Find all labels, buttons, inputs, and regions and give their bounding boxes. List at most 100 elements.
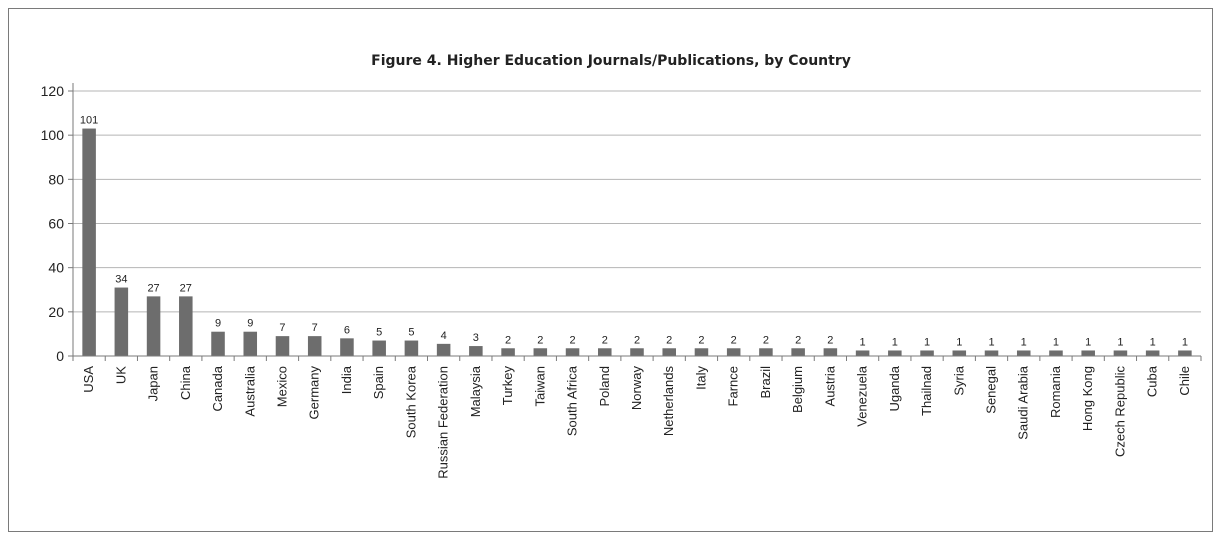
grid-layer <box>73 90 1201 313</box>
bar-chart: Figure 4. Higher Education Journals/Publ… <box>41 53 1202 479</box>
bar <box>114 287 129 356</box>
y-tick-label: 40 <box>48 260 64 276</box>
x-category-label: Austria <box>822 365 837 406</box>
x-category-label: Japan <box>146 366 161 401</box>
x-category-label: Norway <box>629 366 644 411</box>
bar <box>1081 350 1095 356</box>
x-category-label: Netherlands <box>661 366 676 437</box>
bar <box>146 296 161 356</box>
bar-value-label: 2 <box>763 334 769 346</box>
bar-value-label: 34 <box>115 274 127 286</box>
x-category-label: China <box>178 365 193 400</box>
bar-value-label: 6 <box>344 324 350 336</box>
label-layer: 101USA34UK27Japan27China9Canada9Australi… <box>80 115 1192 479</box>
bar-value-label: 9 <box>215 318 221 330</box>
bar-value-label: 5 <box>408 327 414 339</box>
bar-value-label: 7 <box>312 322 318 334</box>
x-category-label: Czech Republic <box>1112 366 1127 458</box>
bar <box>1016 350 1031 356</box>
x-category-label: Malaysia <box>468 365 483 417</box>
bar <box>662 348 676 356</box>
axis-layer: 0 20 40 60 80 100 120 <box>41 83 1202 364</box>
x-category-label: Cuba <box>1145 365 1160 397</box>
bar-layer <box>82 128 1192 356</box>
bar-value-label: 1 <box>1053 336 1059 348</box>
bar <box>501 348 515 356</box>
x-category-label: Taiwan <box>532 366 547 406</box>
x-category-label: USA <box>81 366 96 393</box>
bar <box>759 348 773 356</box>
y-tick-label: 100 <box>41 127 65 143</box>
bar-value-label: 9 <box>247 318 253 330</box>
x-category-label: Syria <box>951 365 966 395</box>
bar-value-label: 2 <box>666 334 672 346</box>
bar-value-label: 2 <box>569 334 575 346</box>
x-category-label: Uganda <box>887 365 902 411</box>
x-category-label: Romania <box>1048 365 1063 418</box>
y-tick-label: 80 <box>48 171 64 187</box>
x-category-label: Mexico <box>274 366 289 407</box>
bar-value-label: 1 <box>924 336 930 348</box>
bar <box>404 340 419 356</box>
bar <box>726 348 741 356</box>
bar-value-label: 1 <box>860 336 866 348</box>
bar-value-label: 27 <box>147 282 159 294</box>
bar <box>211 331 225 356</box>
bar-value-label: 1 <box>1150 336 1156 348</box>
y-tick-label: 60 <box>48 216 64 232</box>
chart-title: Figure 4. Higher Education Journals/Publ… <box>371 53 851 69</box>
bar-value-label: 1 <box>1117 336 1123 348</box>
bar <box>855 350 870 356</box>
bar <box>340 338 354 356</box>
bar <box>694 348 709 356</box>
bar <box>533 348 548 356</box>
bar-value-label: 2 <box>602 334 608 346</box>
bar-value-label: 7 <box>279 322 285 334</box>
bar <box>1049 350 1063 356</box>
x-category-label: South Africa <box>565 365 580 436</box>
x-category-label: South Korea <box>403 365 418 438</box>
x-category-label: Turkey <box>500 366 515 406</box>
x-category-label: Poland <box>597 366 612 406</box>
bar-value-label: 2 <box>827 334 833 346</box>
bar-value-label: 2 <box>731 334 737 346</box>
bar <box>823 348 838 356</box>
bar-value-label: 1 <box>1085 336 1091 348</box>
x-category-label: Brazil <box>758 366 773 399</box>
bar-value-label: 2 <box>505 334 511 346</box>
x-category-label: Russian Federation <box>436 366 451 479</box>
bar <box>1178 350 1192 356</box>
bar <box>920 350 934 356</box>
bar <box>630 348 644 356</box>
bar-value-label: 2 <box>698 334 704 346</box>
bar-value-label: 2 <box>634 334 640 346</box>
x-category-label: Germany <box>307 366 322 420</box>
bar-value-label: 2 <box>537 334 543 346</box>
x-category-label: Hong Kong <box>1080 366 1095 431</box>
bar <box>307 336 322 356</box>
bar <box>952 350 967 356</box>
bar-value-label: 1 <box>892 336 898 348</box>
x-category-label: Venezuela <box>855 365 870 426</box>
x-category-label: Spain <box>371 366 386 399</box>
x-category-label: Italy <box>693 366 708 390</box>
bar-value-label: 1 <box>1021 336 1027 348</box>
bar <box>179 296 193 356</box>
y-tick-label: 20 <box>48 304 64 320</box>
y-tick-label: 0 <box>56 348 64 364</box>
bar <box>243 331 258 356</box>
bar <box>469 346 483 356</box>
bar-value-label: 27 <box>180 282 192 294</box>
y-tick-label: 120 <box>41 83 65 99</box>
bar <box>275 336 290 356</box>
x-category-label: Chile <box>1177 366 1192 396</box>
bar <box>984 350 999 356</box>
bar-value-label: 4 <box>441 330 447 342</box>
x-category-label: Thailnad <box>919 366 934 416</box>
chart-frame: Figure 4. Higher Education Journals/Publ… <box>8 8 1213 532</box>
bar <box>1113 350 1128 356</box>
x-category-label: Farnce <box>726 366 741 406</box>
bar-value-label: 5 <box>376 327 382 339</box>
x-category-label: Saudi Arabia <box>1016 365 1031 439</box>
bar <box>1145 350 1160 356</box>
